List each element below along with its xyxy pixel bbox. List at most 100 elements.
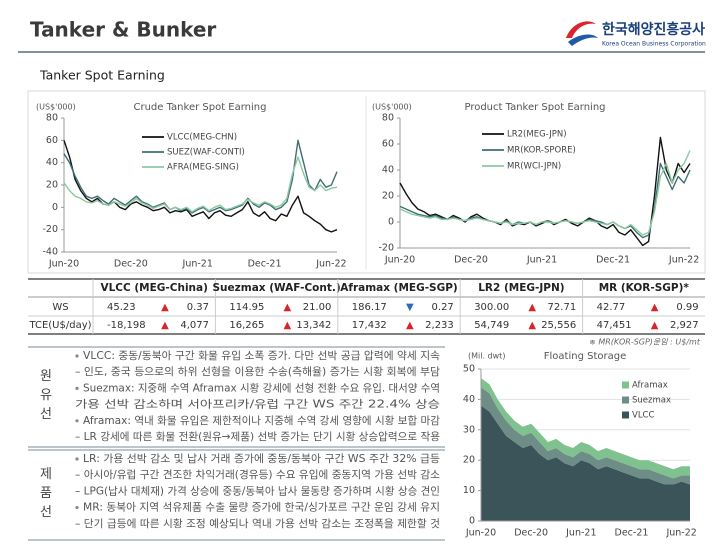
x-tick-label: Jun-20 [48, 259, 79, 270]
legend-label: AFRA(MEG-SING) [167, 163, 239, 173]
area [481, 405, 690, 521]
table-header: VLCC (MEG-China) [100, 282, 207, 294]
x-tick-label: Jun-20 [465, 528, 496, 539]
commentary-line: – LPG(납사 대체재) 가격 상승에 중동/동북아 납사 물동량 증가하며 … [75, 484, 440, 497]
legend-label: MR(KOR-SPORE) [507, 146, 576, 156]
x-tick-label: Jun-21 [182, 259, 213, 270]
page-title: Tanker & Bunker [30, 18, 216, 42]
y-tick-label: -20 [42, 224, 58, 235]
y-tick-label: 80 [46, 113, 58, 124]
commentary-line: – 인도, 중국 등으로의 하위 선형을 이용한 수송(측해율) 증가는 시황 … [75, 365, 440, 378]
logo-mark-blue [568, 34, 598, 46]
block-label: 제품선 [37, 467, 52, 524]
bullet [75, 506, 79, 510]
commentary-line: 가용 선박 감소하며 서아프리카/유럽 구간 WS 주간 22.4% 상승 [75, 398, 440, 411]
cell-change: 0.99 [676, 302, 698, 313]
commentary-line: – 아시아/유럽 구간 견조한 차익거래(경유등) 수요 유입에 중동지역 가용… [75, 468, 440, 481]
commentary-line: MR: 동북아 지역 석유제품 수출 물량 증가에 한국/싱가포르 구간 운임 … [83, 501, 440, 514]
x-tick-label: Jun-22 [665, 528, 696, 539]
cell-arrow: ▲ [528, 320, 536, 331]
cell-arrow: ▲ [161, 302, 169, 313]
series-line [399, 162, 691, 239]
cell-change: 0.37 [187, 302, 209, 313]
series-line [399, 150, 691, 236]
cell-value: 300.00 [474, 302, 509, 313]
series-line [63, 156, 338, 213]
y-tick-label: 30 [463, 424, 475, 435]
commentary-line: Suezmax: 지중해 수역 Aframax 시황 강세에 선형 전환 수요 … [83, 381, 440, 394]
axis-unit: (Mil. dwt) [468, 352, 505, 361]
table-header: Aframax (MEG-SGP) [340, 282, 457, 294]
legend-label: LR2(MEG-JPN) [507, 130, 567, 140]
cell-value: 45.23 [107, 302, 136, 313]
cell-value: 54,749 [474, 320, 509, 331]
cell-value: 17,432 [352, 320, 387, 331]
cell-value: -18,198 [107, 320, 146, 331]
y-tick-label: 40 [463, 394, 475, 405]
chart-title: Crude Tanker Spot Earning [133, 102, 266, 113]
legend-label: VLCC(MEG-CHN) [167, 133, 237, 143]
x-tick-label: Jun-22 [668, 255, 699, 266]
bullet [75, 354, 79, 358]
y-tick-label: 20 [382, 191, 394, 202]
x-tick-label: Dec-21 [596, 255, 630, 266]
cell-change: 13,342 [296, 320, 331, 331]
series-line [63, 139, 338, 214]
legend-label: Aframax [632, 381, 668, 391]
chart-title: Product Tanker Spot Earning [464, 102, 605, 113]
cell-change: 72.71 [548, 302, 577, 313]
commentary-line: Aframax: 역내 화물 유입은 제한적이나 지중해 수역 강세 영향에 시… [83, 414, 440, 427]
table-note: ※ MR(KOR-SGP)운임 : U$/mt [589, 338, 701, 347]
y-tick-label: 20 [463, 455, 475, 466]
commentary-line: VLCC: 중동/동북아 구간 화물 유입 소폭 증가. 다만 선박 공급 압력… [83, 349, 440, 362]
legend-label: MR(WCI-JPN) [507, 162, 561, 172]
cell-value: 186.17 [352, 302, 387, 313]
cell-value: 16,265 [229, 320, 264, 331]
table-header: Suezmax (WAF-Cont.) [213, 282, 341, 294]
cell-arrow: ▲ [406, 320, 414, 331]
y-tick-label: 50 [463, 364, 475, 375]
y-tick-label: -40 [42, 247, 58, 258]
cell-change: 2,927 [670, 320, 699, 331]
legend-swatch [622, 411, 629, 419]
cell-change: 4,077 [180, 320, 209, 331]
cell-arrow: ▲ [284, 320, 292, 331]
table-header: LR2 (MEG-JPN) [478, 282, 564, 294]
cell-arrow: ▲ [284, 302, 292, 313]
cell-value: 114.95 [229, 302, 264, 313]
commentary-line: – 단기 급등에 따른 시황 조정 예상되나 역내 가용 선박 감소는 조정폭을… [75, 517, 440, 530]
y-tick-label: -20 [378, 243, 394, 254]
logo-name: 한국해양진흥공사 [602, 21, 705, 38]
x-tick-label: Jun-20 [384, 255, 415, 266]
x-tick-label: Jun-22 [315, 259, 346, 270]
area [481, 378, 690, 479]
cell-value: 42.77 [597, 302, 626, 313]
commentary-line: – LR 강세에 따른 화물 전환(원유→제품) 선박 증가는 단기 시황 상승… [75, 430, 440, 443]
x-tick-label: Dec-20 [114, 259, 148, 270]
legend-label: Suezmax [632, 396, 671, 406]
cell-arrow: ▲ [528, 302, 536, 313]
section-title: Tanker Spot Earning [39, 68, 165, 83]
bullet [75, 419, 79, 423]
y-tick-label: 60 [46, 135, 58, 146]
cell-change: 0.27 [432, 302, 454, 313]
legend-swatch [622, 396, 629, 404]
table-header: MR (KOR-SGP)* [599, 282, 690, 294]
x-tick-label: Jun-21 [526, 255, 557, 266]
chart-frame [27, 90, 706, 274]
y-tick-label: 40 [382, 165, 394, 176]
legend-swatch [622, 381, 629, 389]
y-tick-label: 0 [52, 202, 58, 213]
cell-arrow: ▼ [406, 302, 414, 313]
table-row-label: TCE(U$/day) [28, 320, 91, 331]
bullet [75, 386, 79, 390]
cell-change: 2,233 [425, 320, 454, 331]
y-tick-label: 10 [463, 485, 475, 496]
cell-arrow: ▲ [651, 320, 659, 331]
axis-unit: (US$'000) [372, 103, 412, 112]
y-tick-label: 0 [469, 516, 475, 527]
x-tick-label: Jun-21 [565, 528, 596, 539]
commentary-line: LR: 가용 선박 감소 및 납사 거래 증가에 중동/동북아 구간 WS 주간… [83, 453, 440, 465]
cell-value: 47,451 [597, 320, 632, 331]
